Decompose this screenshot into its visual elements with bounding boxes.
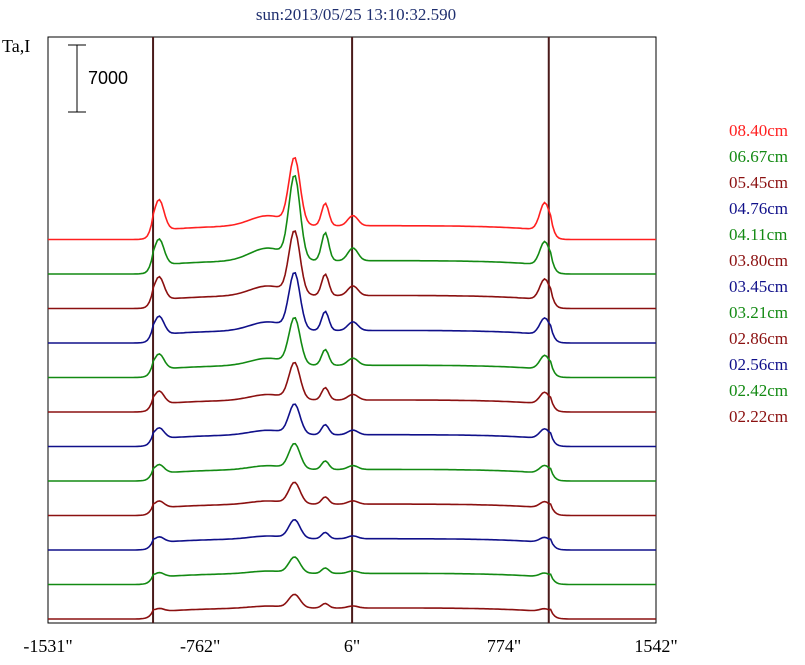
series-line: [48, 230, 656, 310]
x-tick-label: -1531": [23, 636, 72, 656]
legend-entry: 03.45cm: [729, 277, 788, 296]
series-line: [48, 556, 656, 586]
scale-bar: 7000: [68, 44, 128, 113]
scale-bar-label: 7000: [88, 68, 128, 88]
x-tick-label: 6": [344, 636, 360, 656]
legend-entry: 02.42cm: [729, 381, 788, 400]
x-tick-label: -762": [180, 636, 220, 656]
legend-entry: 03.21cm: [729, 303, 788, 322]
x-tick-label: 1542": [634, 636, 677, 656]
legend-entry: 02.22cm: [729, 407, 788, 426]
legend-entry: 02.56cm: [729, 355, 788, 374]
legend-entry: 05.45cm: [729, 173, 788, 192]
series-line: [48, 481, 656, 517]
series-line: [48, 174, 656, 275]
legend-entry: 04.76cm: [729, 199, 788, 218]
series-line: [48, 156, 656, 241]
x-tick-labels: -1531" -762" 6" 774" 1542": [23, 636, 677, 656]
series-line: [48, 442, 656, 482]
chart-title: sun:2013/05/25 13:10:32.590: [256, 5, 456, 24]
y-axis-label: Ta,I: [2, 36, 30, 56]
series-line: [48, 316, 656, 379]
legend-entry: 03.80cm: [729, 251, 788, 270]
series-line: [48, 361, 656, 413]
legend-entry: 02.86cm: [729, 329, 788, 348]
legend: 08.40cm 06.67cm 05.45cm 04.76cm 04.11cm 03.80…: [729, 121, 788, 426]
series-line: [48, 518, 656, 551]
series-lines: [48, 156, 656, 620]
series-line: [48, 271, 656, 344]
legend-entry: 08.40cm: [729, 121, 788, 140]
x-tick-label: 774": [487, 636, 521, 656]
series-line: [48, 403, 656, 448]
series-line: [48, 593, 656, 620]
limb-markers: [152, 37, 550, 623]
legend-entry: 06.67cm: [729, 147, 788, 166]
legend-entry: 04.11cm: [729, 225, 787, 244]
